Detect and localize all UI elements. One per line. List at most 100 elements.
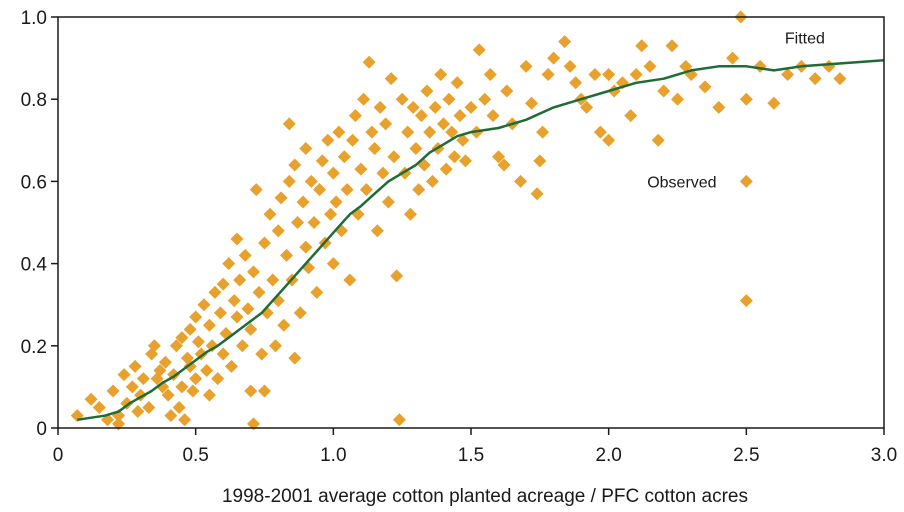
observed-point bbox=[354, 162, 368, 176]
observed-point bbox=[442, 92, 456, 106]
observed-point bbox=[425, 174, 439, 188]
observed-point bbox=[136, 372, 150, 386]
observed-point bbox=[376, 166, 390, 180]
fitted-line bbox=[77, 58, 885, 422]
observed-point bbox=[593, 125, 607, 139]
observed-point bbox=[588, 68, 602, 82]
observed-point bbox=[359, 183, 373, 197]
x-tick-label: 0 bbox=[53, 445, 64, 466]
observed-point bbox=[233, 273, 247, 287]
observed-point bbox=[541, 68, 555, 82]
observed-point bbox=[651, 133, 665, 147]
observed-point bbox=[403, 207, 417, 221]
observed-point bbox=[326, 166, 340, 180]
observed-point bbox=[92, 400, 106, 414]
observed-point bbox=[379, 117, 393, 131]
observed-point bbox=[409, 142, 423, 156]
observed-point bbox=[563, 59, 577, 73]
observed-point bbox=[822, 59, 836, 73]
observed-point bbox=[169, 339, 183, 353]
chart-marks bbox=[70, 10, 885, 431]
observed-label: Observed bbox=[647, 174, 716, 191]
observed-point bbox=[106, 384, 120, 398]
x-axis-title: 1998-2001 average cotton planted acreage… bbox=[222, 486, 748, 507]
observed-point bbox=[326, 257, 340, 271]
observed-point bbox=[266, 273, 280, 287]
observed-point bbox=[657, 84, 671, 98]
observed-point bbox=[211, 372, 225, 386]
observed-point bbox=[458, 154, 472, 168]
observed-point bbox=[324, 207, 338, 221]
observed-point bbox=[202, 388, 216, 402]
observed-point bbox=[310, 285, 324, 299]
observed-point bbox=[420, 84, 434, 98]
observed-point bbox=[175, 331, 189, 345]
observed-point bbox=[833, 72, 847, 86]
observed-point bbox=[277, 318, 291, 332]
observed-point bbox=[629, 68, 643, 82]
observed-point bbox=[434, 68, 448, 82]
observed-point bbox=[205, 339, 219, 353]
observed-point bbox=[395, 92, 409, 106]
observed-point bbox=[357, 92, 371, 106]
observed-point bbox=[189, 372, 203, 386]
observed-point bbox=[373, 100, 387, 114]
observed-point bbox=[219, 326, 233, 340]
observed-point bbox=[321, 133, 335, 147]
y-tick-label: 0 bbox=[36, 419, 47, 440]
observed-point bbox=[208, 285, 222, 299]
observed-point bbox=[580, 100, 594, 114]
observed-point bbox=[362, 55, 376, 69]
observed-point bbox=[447, 150, 461, 164]
observed-point bbox=[131, 405, 145, 419]
observed-point bbox=[189, 310, 203, 324]
chart-axes: 0 0.5 1.0 1.5 2.0 2.5 3.0 0 0.2 0.4 0.6 0.8 1.0 bbox=[21, 8, 898, 466]
observed-point bbox=[313, 183, 327, 197]
observed-point bbox=[456, 133, 470, 147]
observed-point bbox=[530, 187, 544, 201]
observed-point bbox=[213, 306, 227, 320]
observed-point bbox=[525, 96, 539, 110]
observed-point bbox=[335, 224, 349, 238]
observed-point bbox=[370, 224, 384, 238]
observed-point bbox=[450, 76, 464, 90]
observed-point bbox=[258, 384, 271, 398]
observed-point bbox=[241, 302, 255, 316]
observed-point bbox=[519, 59, 533, 73]
observed-point bbox=[230, 232, 244, 246]
observed-point bbox=[726, 51, 740, 65]
observed-point bbox=[332, 125, 346, 139]
observed-legend-marker bbox=[739, 174, 753, 188]
observed-point bbox=[128, 359, 142, 373]
observed-point bbox=[235, 339, 249, 353]
observed-point bbox=[274, 191, 288, 205]
observed-point bbox=[547, 51, 561, 65]
observed-point bbox=[387, 150, 401, 164]
observed-point bbox=[216, 347, 230, 361]
observed-point bbox=[665, 39, 679, 53]
observed-point bbox=[263, 207, 277, 221]
observed-point bbox=[227, 294, 241, 308]
observed-point bbox=[315, 154, 329, 168]
observed-point bbox=[453, 109, 467, 123]
observed-point bbox=[558, 35, 572, 49]
observed-point bbox=[84, 392, 98, 406]
y-tick-label: 0.8 bbox=[21, 90, 47, 111]
observed-point bbox=[492, 150, 506, 164]
observed-point bbox=[739, 294, 753, 308]
observed-point bbox=[200, 363, 214, 377]
observed-point bbox=[390, 269, 404, 283]
observed-point bbox=[643, 59, 657, 73]
observed-point bbox=[255, 347, 269, 361]
observed-point bbox=[329, 195, 343, 209]
observed-point bbox=[445, 125, 459, 139]
observed-point bbox=[767, 96, 781, 110]
y-tick-label: 1.0 bbox=[21, 8, 47, 29]
observed-point bbox=[808, 72, 822, 86]
observed-point bbox=[602, 68, 616, 82]
observed-point bbox=[536, 125, 550, 139]
x-tick-label: 1.0 bbox=[320, 445, 346, 466]
observed-point bbox=[158, 355, 172, 369]
observed-point bbox=[384, 72, 398, 86]
observed-point bbox=[428, 100, 442, 114]
